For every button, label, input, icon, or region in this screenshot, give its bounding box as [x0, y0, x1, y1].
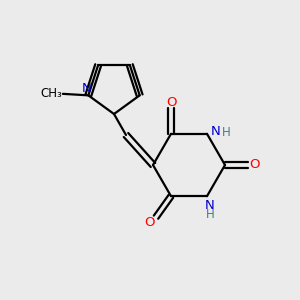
Text: N: N — [211, 125, 221, 138]
Text: N: N — [205, 199, 215, 212]
Text: H: H — [222, 126, 231, 140]
Text: N: N — [82, 82, 92, 95]
Text: H: H — [206, 208, 214, 221]
Text: CH₃: CH₃ — [40, 87, 62, 100]
Text: O: O — [249, 158, 260, 172]
Text: O: O — [166, 96, 177, 110]
Text: O: O — [144, 216, 155, 229]
